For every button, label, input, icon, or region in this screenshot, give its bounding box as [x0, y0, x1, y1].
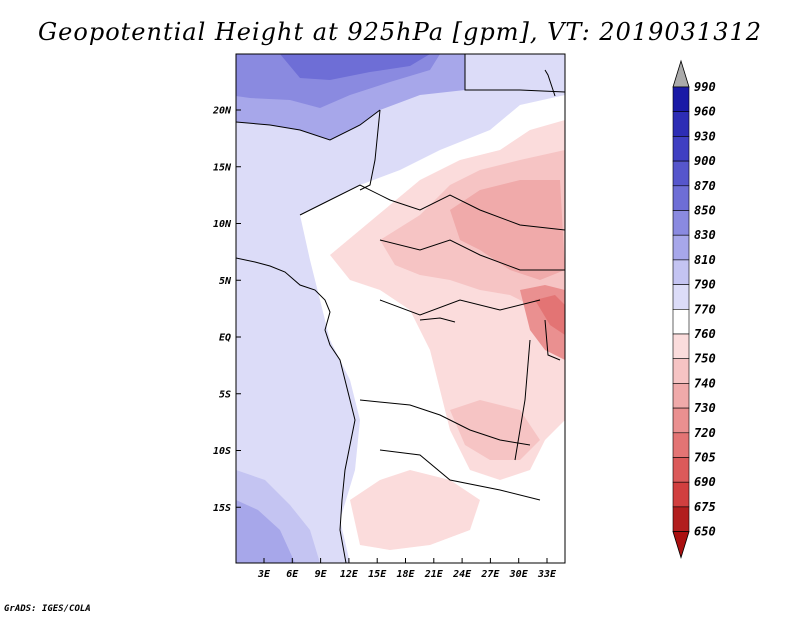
lat-tick-label: 15S [213, 503, 231, 514]
lat-tick-label: 10N [213, 219, 232, 230]
colorbar-box [672, 284, 690, 310]
coastlines-borders [236, 54, 565, 563]
colorbar-box [672, 481, 690, 508]
colorbar-label: 850 [694, 204, 716, 218]
colorbar-box [672, 234, 690, 261]
colorbar-label: 705 [694, 451, 716, 465]
colorbar-label: 730 [694, 401, 716, 415]
colorbar-box [672, 136, 690, 162]
colorbar-label: 870 [694, 179, 716, 193]
geopotential-height-field [236, 54, 565, 563]
colorbar-box [672, 358, 690, 384]
colorbar-box [672, 333, 690, 360]
lon-tick-label: 18E [396, 569, 415, 580]
latitude-axis: 20N 15N 10N 5N EQ 5S 10S 15S [212, 106, 241, 514]
lon-tick-label: 27E [480, 569, 500, 580]
lat-tick-label: 10S [213, 446, 231, 457]
colorbar-label: 830 [694, 228, 716, 242]
lon-tick-label: 9E [315, 569, 328, 580]
colorbar-label: 900 [694, 154, 716, 168]
lon-tick-label: 6E [286, 569, 299, 580]
lat-tick-label: 15N [213, 162, 232, 173]
colorbar-box [672, 86, 690, 113]
lon-tick-label: 30E [509, 569, 529, 580]
lon-tick-label: 15E [368, 569, 387, 580]
colorbar-box [672, 185, 690, 211]
lon-tick-label: 21E [424, 569, 444, 580]
colorbar-top-arrow [672, 59, 690, 88]
colorbar-label: 770 [694, 302, 716, 316]
plot-title: Geopotential Height at 925hPa [gpm], VT:… [38, 18, 762, 46]
colorbar-label: 650 [694, 525, 716, 539]
colorbar-box [672, 259, 690, 285]
colorbar-bottom-arrow [672, 531, 690, 559]
lat-tick-label: 5S [219, 389, 231, 400]
lat-tick-label: 20N [212, 106, 232, 117]
colorbar-label: 930 [694, 129, 716, 143]
colorbar-label: 690 [694, 475, 716, 489]
colorbar-box [672, 407, 690, 434]
colorbar-label: 750 [694, 352, 716, 366]
longitude-axis: 3E 6E 9E 12E 15E 18E 21E 24E 27E 30E 33E [257, 558, 557, 580]
lon-tick-label: 3E [257, 569, 271, 580]
colorbar-label: 960 [694, 105, 716, 119]
colorbar-box [672, 308, 690, 335]
lat-tick-label: 5N [219, 276, 232, 287]
lon-tick-label: 24E [452, 569, 472, 580]
colorbar-box [672, 432, 690, 458]
lat-tick-label: EQ [219, 333, 231, 344]
colorbar-box [672, 210, 690, 236]
colorbar-label: 720 [694, 426, 716, 440]
colorbar-box [672, 160, 690, 187]
colorbar-label: 790 [694, 278, 716, 292]
footer-credit: GrADS: IGES/COLA [4, 604, 91, 614]
lon-tick-label: 33E [537, 569, 557, 580]
map-frame [235, 53, 566, 564]
lon-tick-label: 12E [340, 569, 359, 580]
colorbar-label: 760 [694, 327, 716, 341]
colorbar-box [672, 457, 690, 483]
colorbar-box [672, 111, 690, 137]
colorbar-label: 990 [694, 80, 716, 94]
colorbar-box [672, 506, 690, 532]
colorbar-box [672, 383, 690, 409]
colorbar-label: 810 [694, 253, 716, 267]
colorbar: 990 960 930 900 870 850 830 810 790 770 760 750 740 7… [672, 59, 716, 559]
colorbar-label: 740 [694, 376, 716, 390]
colorbar-label: 675 [694, 500, 716, 514]
